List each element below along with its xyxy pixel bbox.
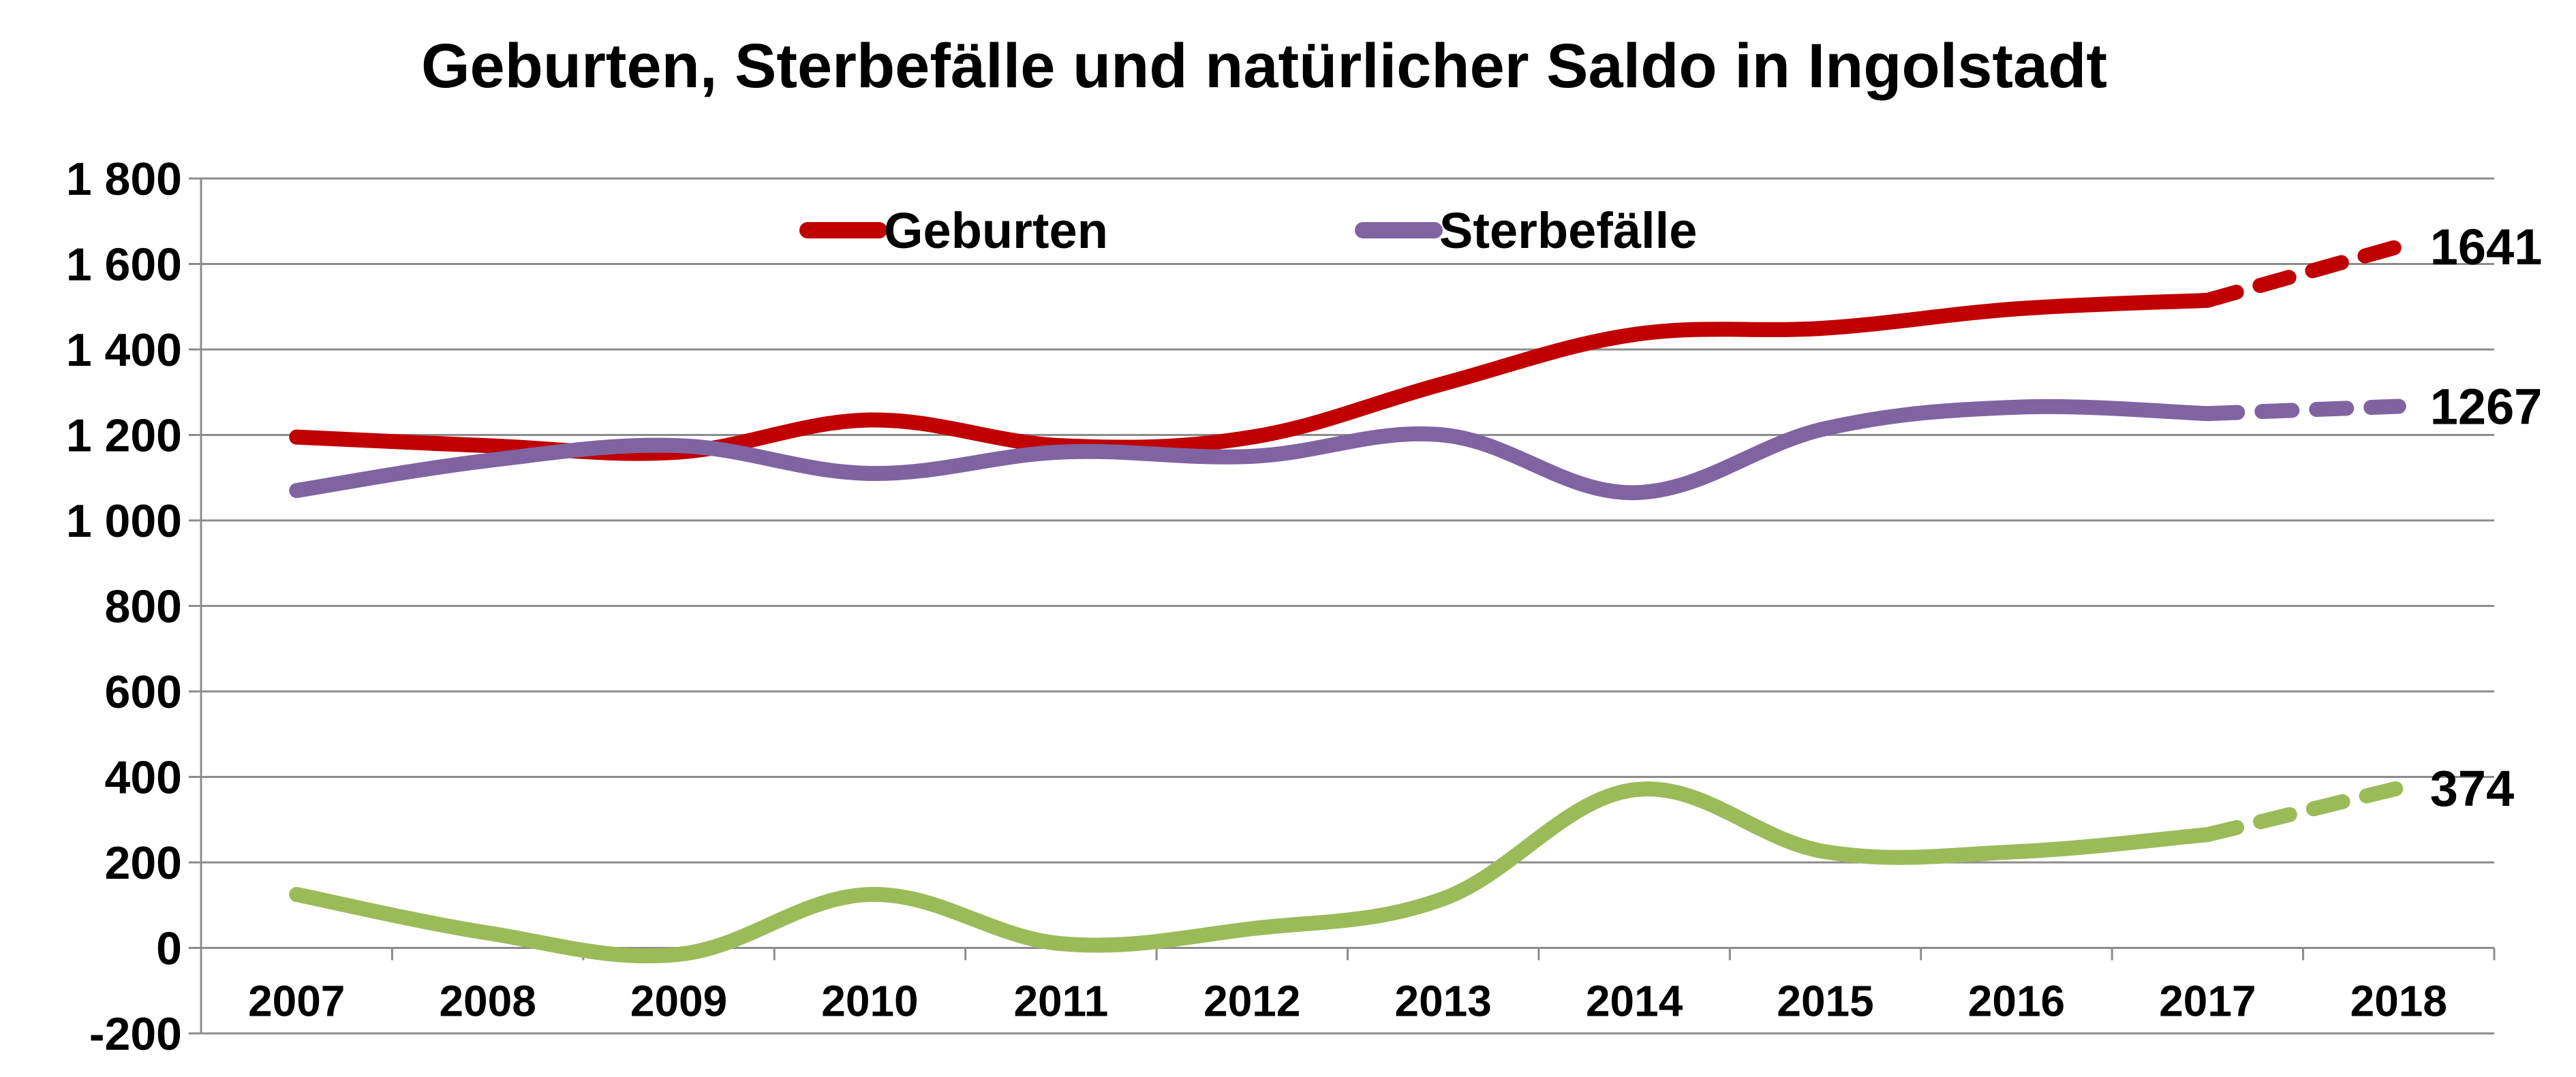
series-projection-0 [2200, 238, 2406, 308]
y-tick-label: -200 [89, 1008, 182, 1060]
y-tick-label: 1 200 [66, 410, 182, 462]
series-line-0 [289, 292, 2215, 461]
end-value-label: 1267 [2430, 378, 2543, 435]
x-tick-label: 2015 [1777, 977, 1873, 1026]
x-tick-label: 2016 [1968, 977, 2065, 1026]
legend-label: Sterbefälle [1439, 202, 1697, 259]
gridlines [201, 177, 2494, 1035]
x-tick-label: 2013 [1395, 977, 1492, 1026]
x-tick-label: 2017 [2159, 977, 2256, 1026]
end-value-label: 374 [2430, 760, 2514, 817]
x-tick-label: 2009 [630, 977, 727, 1026]
legend: Geburten Sterbefälle [799, 202, 1697, 259]
series-projection-1 [2200, 399, 2406, 422]
series-lines [289, 238, 2406, 964]
series-projection-2 [2200, 780, 2406, 843]
y-tick-label: 1 400 [66, 324, 182, 376]
y-tick-label: 400 [105, 752, 182, 804]
y-tick-label: 1 800 [66, 153, 182, 205]
x-tick-label: 2014 [1586, 977, 1683, 1026]
axes: -200 0 200 400 600 800 1 000 1 200 1 400 1 600 1 8… [66, 153, 2496, 1060]
y-tick-label: 800 [105, 581, 182, 633]
x-tick-label: 2007 [248, 977, 345, 1026]
x-tick-label: 2018 [2350, 977, 2447, 1026]
end-labels: 1641 1267 374 [2430, 219, 2543, 817]
y-tick-label: 1 000 [66, 495, 182, 547]
y-tick-label: 600 [105, 666, 182, 718]
x-tick-label: 2010 [821, 977, 918, 1026]
end-value-label: 1641 [2430, 219, 2543, 275]
chart-title: Geburten, Sterbefälle und natürlicher Sa… [421, 31, 2107, 101]
x-tick-label: 2008 [439, 977, 536, 1026]
y-tick-label: 1 600 [66, 239, 182, 291]
series-line-1 [289, 399, 2215, 501]
y-tick-label: 0 [156, 923, 182, 975]
y-tick-label: 200 [105, 837, 182, 889]
series-line-2 [289, 781, 2215, 964]
x-tick-label: 2012 [1203, 977, 1300, 1026]
legend-label: Geburten [884, 202, 1108, 259]
x-tick-label: 2011 [1013, 977, 1108, 1026]
